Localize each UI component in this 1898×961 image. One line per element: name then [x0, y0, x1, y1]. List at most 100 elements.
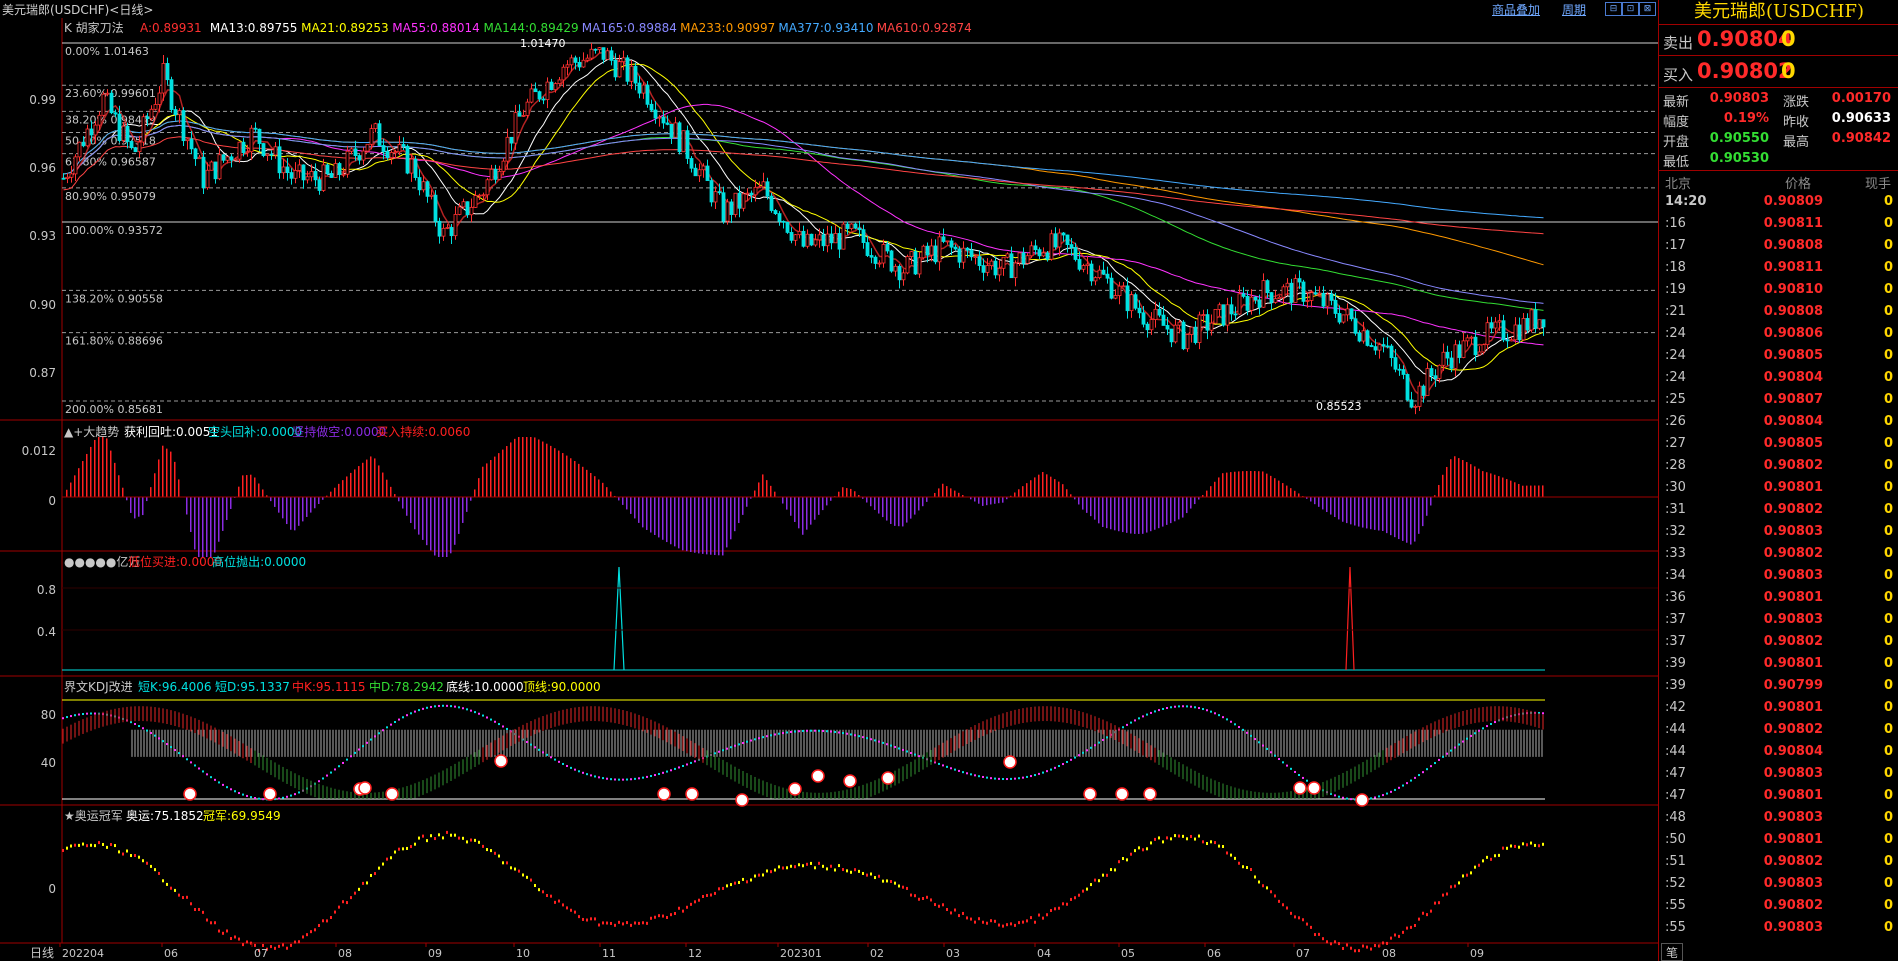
tick-row[interactable]: :48 0.90803 0	[1659, 807, 1898, 829]
overlay-link[interactable]: 商品叠加	[1492, 3, 1541, 17]
buy-row[interactable]: 买入 0.90802 0	[1659, 57, 1898, 87]
sell-row[interactable]: 卖出 0.90804 0	[1659, 25, 1898, 55]
tick-row[interactable]: :17 0.90808 0	[1659, 235, 1898, 257]
tick-volume: 0	[1883, 502, 1893, 517]
tick-row[interactable]: :24 0.90805 0	[1659, 345, 1898, 367]
tick-row[interactable]: :42 0.90801 0	[1659, 697, 1898, 719]
candle-body	[1065, 234, 1070, 246]
trend-bar	[538, 439, 540, 497]
kdj-dot	[206, 773, 208, 776]
olympic-dot	[1026, 919, 1028, 923]
tick-row[interactable]: :26 0.90804 0	[1659, 411, 1898, 433]
tick-row[interactable]: :21 0.90808 0	[1659, 301, 1898, 323]
fib-label: 38.20% 0.98449	[65, 113, 156, 126]
trend-bar	[446, 497, 448, 557]
tick-row[interactable]: :51 0.90802 0	[1659, 851, 1898, 873]
tick-time: :25	[1665, 392, 1686, 407]
trend-bar	[894, 497, 896, 526]
tick-row[interactable]: :19 0.90810 0	[1659, 279, 1898, 301]
kdj-dot	[78, 713, 80, 716]
kdj-dot	[466, 708, 468, 711]
tick-row[interactable]: :32 0.90803 0	[1659, 521, 1898, 543]
kdj-dot	[246, 794, 248, 797]
trend-bar	[906, 497, 908, 523]
tick-row[interactable]: :37 0.90802 0	[1659, 631, 1898, 653]
candle-body	[917, 257, 922, 275]
candle-body	[733, 192, 738, 215]
candle-body	[1137, 307, 1142, 314]
tick-row[interactable]: :28 0.90802 0	[1659, 455, 1898, 477]
tick-time: :47	[1665, 788, 1686, 803]
olympic-dot	[1238, 861, 1240, 865]
candle-body	[929, 245, 934, 256]
olympic-dot	[938, 904, 940, 908]
olympic-dot	[1202, 840, 1204, 844]
low-price-label: 0.85523	[1316, 400, 1362, 413]
tick-row[interactable]: :52 0.90803 0	[1659, 873, 1898, 895]
trend-bar	[774, 491, 776, 497]
smiley-icon	[843, 774, 857, 788]
tick-row[interactable]: :24 0.90806 0	[1659, 323, 1898, 345]
tick-row[interactable]: :47 0.90803 0	[1659, 763, 1898, 785]
tick-row[interactable]: :18 0.90811 0	[1659, 257, 1898, 279]
trend-bar	[750, 497, 752, 499]
kdj-dot	[390, 723, 392, 726]
window-restore-button[interactable]: ⊡	[1622, 2, 1639, 16]
olympic-dot	[1022, 920, 1024, 924]
period-link[interactable]: 周期	[1562, 3, 1587, 17]
tick-row[interactable]: :34 0.90803 0	[1659, 565, 1898, 587]
tick-row[interactable]: :30 0.90801 0	[1659, 477, 1898, 499]
trend-bar	[1010, 495, 1012, 497]
kdj-dot	[670, 769, 672, 772]
candle-body	[521, 114, 526, 117]
kdj-dot	[778, 732, 780, 735]
trend-bar	[1518, 483, 1520, 497]
window-tile-button[interactable]: ⊟	[1605, 2, 1622, 16]
tick-price: 0.90801	[1763, 788, 1823, 803]
tick-row[interactable]: :33 0.90802 0	[1659, 543, 1898, 565]
olympic-dot	[190, 902, 192, 906]
tick-row[interactable]: :25 0.90807 0	[1659, 389, 1898, 411]
candle-body	[377, 123, 382, 146]
tick-volume: 0	[1883, 722, 1893, 737]
tick-row[interactable]: :50 0.90801 0	[1659, 829, 1898, 851]
candle-body	[1209, 322, 1214, 331]
tick-row[interactable]: :24 0.90804 0	[1659, 367, 1898, 389]
olympic-dot	[1522, 842, 1524, 846]
kdj-dot	[1174, 705, 1176, 708]
tick-tab[interactable]: 笔	[1661, 943, 1684, 961]
tick-row[interactable]: :39 0.90801 0	[1659, 653, 1898, 675]
tick-row[interactable]: :44 0.90802 0	[1659, 719, 1898, 741]
tick-row[interactable]: :16 0.90811 0	[1659, 213, 1898, 235]
trend-bar	[942, 483, 944, 497]
kdj-dot	[358, 748, 360, 751]
tick-time: :48	[1665, 810, 1686, 825]
trend-bar	[294, 497, 296, 531]
tick-row[interactable]: :39 0.90799 0	[1659, 675, 1898, 697]
tick-row[interactable]: :36 0.90801 0	[1659, 587, 1898, 609]
tick-row[interactable]: :31 0.90802 0	[1659, 499, 1898, 521]
tick-row[interactable]: :37 0.90803 0	[1659, 609, 1898, 631]
tick-row[interactable]: :27 0.90805 0	[1659, 433, 1898, 455]
candle-body	[333, 163, 338, 178]
window-close-button[interactable]: ⊠	[1639, 2, 1656, 16]
tick-row[interactable]: :55 0.90803 0	[1659, 917, 1898, 939]
kdj-dot	[394, 721, 396, 724]
olympic-dot	[1402, 930, 1404, 934]
olympic-dot	[1174, 834, 1176, 838]
tick-row[interactable]: 14:20 0.90809 0	[1659, 191, 1898, 213]
stat-value: 0.90803	[1709, 91, 1769, 106]
candle-body	[249, 127, 254, 153]
trend-legend: 获利回吐:0.0051空头回补:0.0000坚持做空:0.0000买入持续:0.…	[124, 424, 470, 439]
tick-row[interactable]: :44 0.90804 0	[1659, 741, 1898, 763]
trend-bar	[1066, 489, 1068, 497]
trend-bar	[1094, 497, 1096, 520]
trend-bar	[438, 497, 440, 557]
tick-row[interactable]: :55 0.90802 0	[1659, 895, 1898, 917]
kdj-dot	[1390, 790, 1392, 793]
y-tick-label: 0.99	[29, 93, 56, 107]
candle-body	[1497, 320, 1502, 323]
tick-row[interactable]: :47 0.90801 0	[1659, 785, 1898, 807]
trend-bar	[350, 472, 352, 497]
